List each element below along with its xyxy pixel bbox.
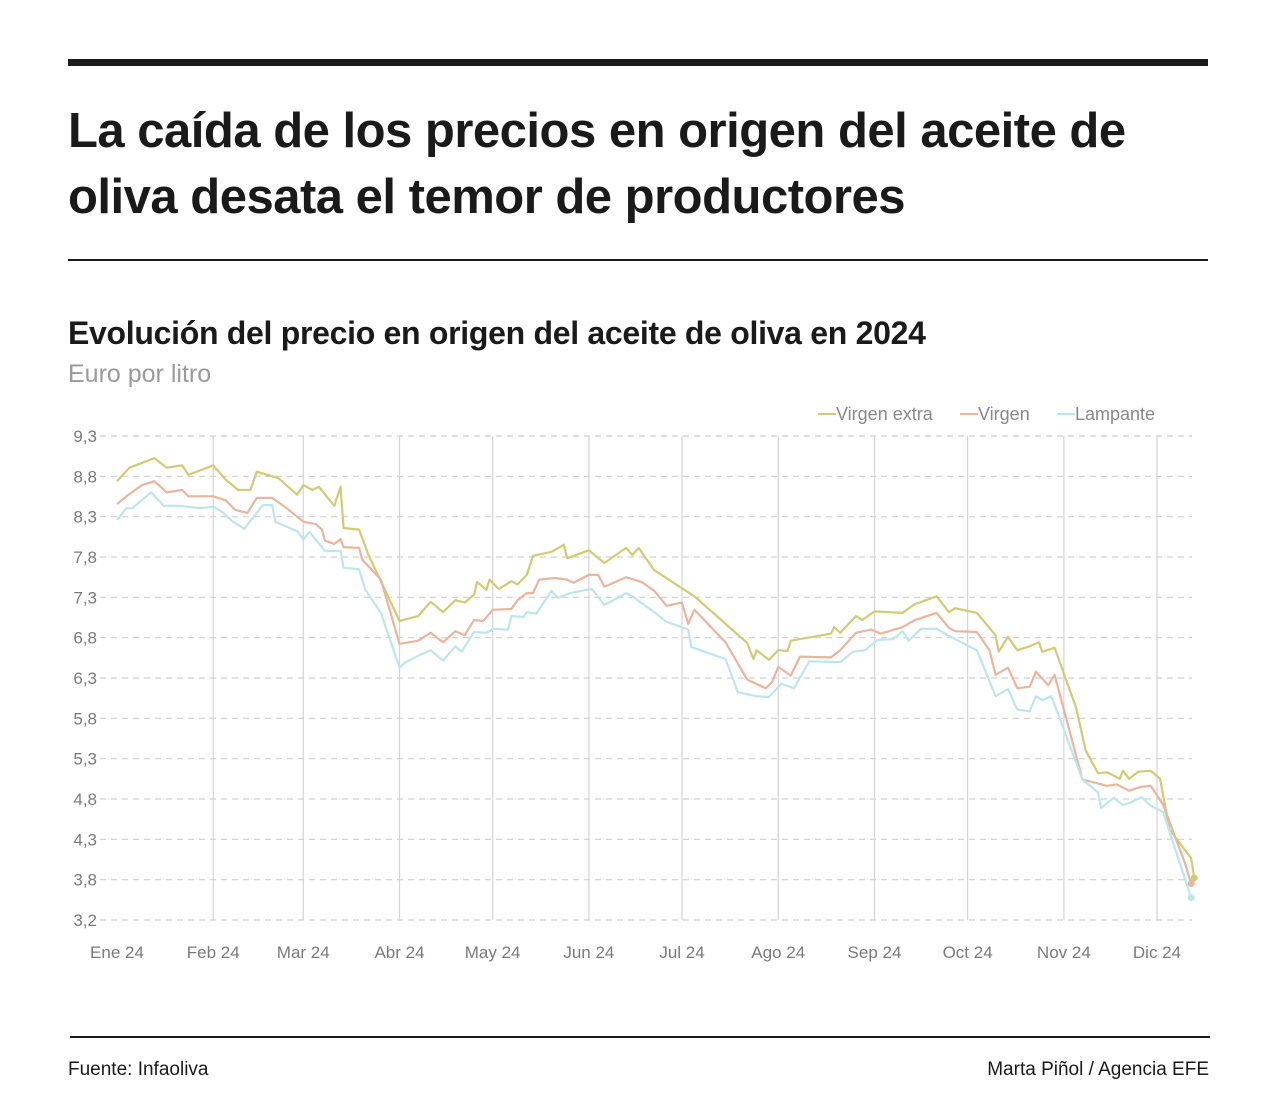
legend-label: Virgen [978,404,1030,424]
credit-note: Marta Piñol / Agencia EFE [987,1059,1209,1080]
x-tick-label: Dic 24 [1133,943,1181,962]
series-end-point [1190,874,1198,882]
series-end-point [1187,880,1195,888]
chart-subtitle: Euro por litro [68,360,212,388]
x-tick-label: May 24 [465,943,521,962]
page-title: La caída de los precios en origen del ac… [68,104,1126,224]
x-tick-label: Ene 24 [90,943,144,962]
series-end-point [1187,894,1195,902]
y-tick-label: 5,3 [73,750,97,769]
x-tick-label: Jul 24 [659,943,704,962]
y-tick-label: 8,8 [73,467,97,486]
x-tick-label: Ago 24 [751,943,805,962]
series-line-virgen [116,480,1193,884]
x-tick-label: Jun 24 [563,943,614,962]
y-tick-label: 6,8 [73,629,97,648]
series-line-lampante [116,491,1193,899]
x-tick-label: Abr 24 [374,943,424,962]
x-tick-label: Sep 24 [848,943,902,962]
y-tick-label: 8,3 [73,508,97,527]
y-tick-label: 7,8 [73,548,97,567]
x-tick-label: Oct 24 [943,943,993,962]
chart-title: Evolución del precio en origen del aceit… [68,315,926,351]
y-tick-label: 3,8 [73,871,97,890]
y-tick-label: 4,3 [73,830,97,849]
y-tick-label: 5,8 [73,709,97,728]
x-tick-label: Nov 24 [1037,943,1091,962]
x-axis: Ene 24 Feb 24 Mar 24 Abr 24 May 24 Jun 24 Jul … [90,943,1181,962]
y-tick-label: 7,3 [73,588,97,607]
series-lines [116,457,1198,902]
footer-divider [70,1036,1210,1038]
legend-label: Virgen extra [836,404,934,424]
y-tick-label: 6,3 [73,669,97,688]
y-axis: 3,2 3,8 4,3 4,8 5,3 5,8 6,3 6,8 7,3 7,8 8,3 8,8 9,3 [73,427,97,930]
legend-label: Lampante [1075,404,1155,424]
grid [100,435,1192,921]
x-tick-label: Feb 24 [187,943,240,962]
y-tick-label: 3,2 [73,911,97,930]
title-divider [68,259,1208,261]
x-tick-label: Mar 24 [277,943,330,962]
y-tick-label: 9,3 [73,427,97,446]
top-rule [68,59,1208,66]
source-note: Fuente: Infaoliva [68,1059,209,1080]
legend: Virgen extra Virgen Lampante [818,404,1155,424]
series-line-virgen-extra [116,457,1196,879]
y-tick-label: 4,8 [73,790,97,809]
